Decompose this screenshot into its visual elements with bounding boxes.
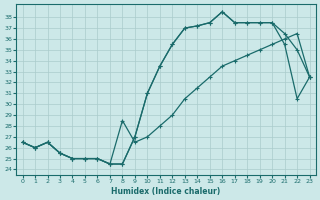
X-axis label: Humidex (Indice chaleur): Humidex (Indice chaleur) <box>111 187 221 196</box>
